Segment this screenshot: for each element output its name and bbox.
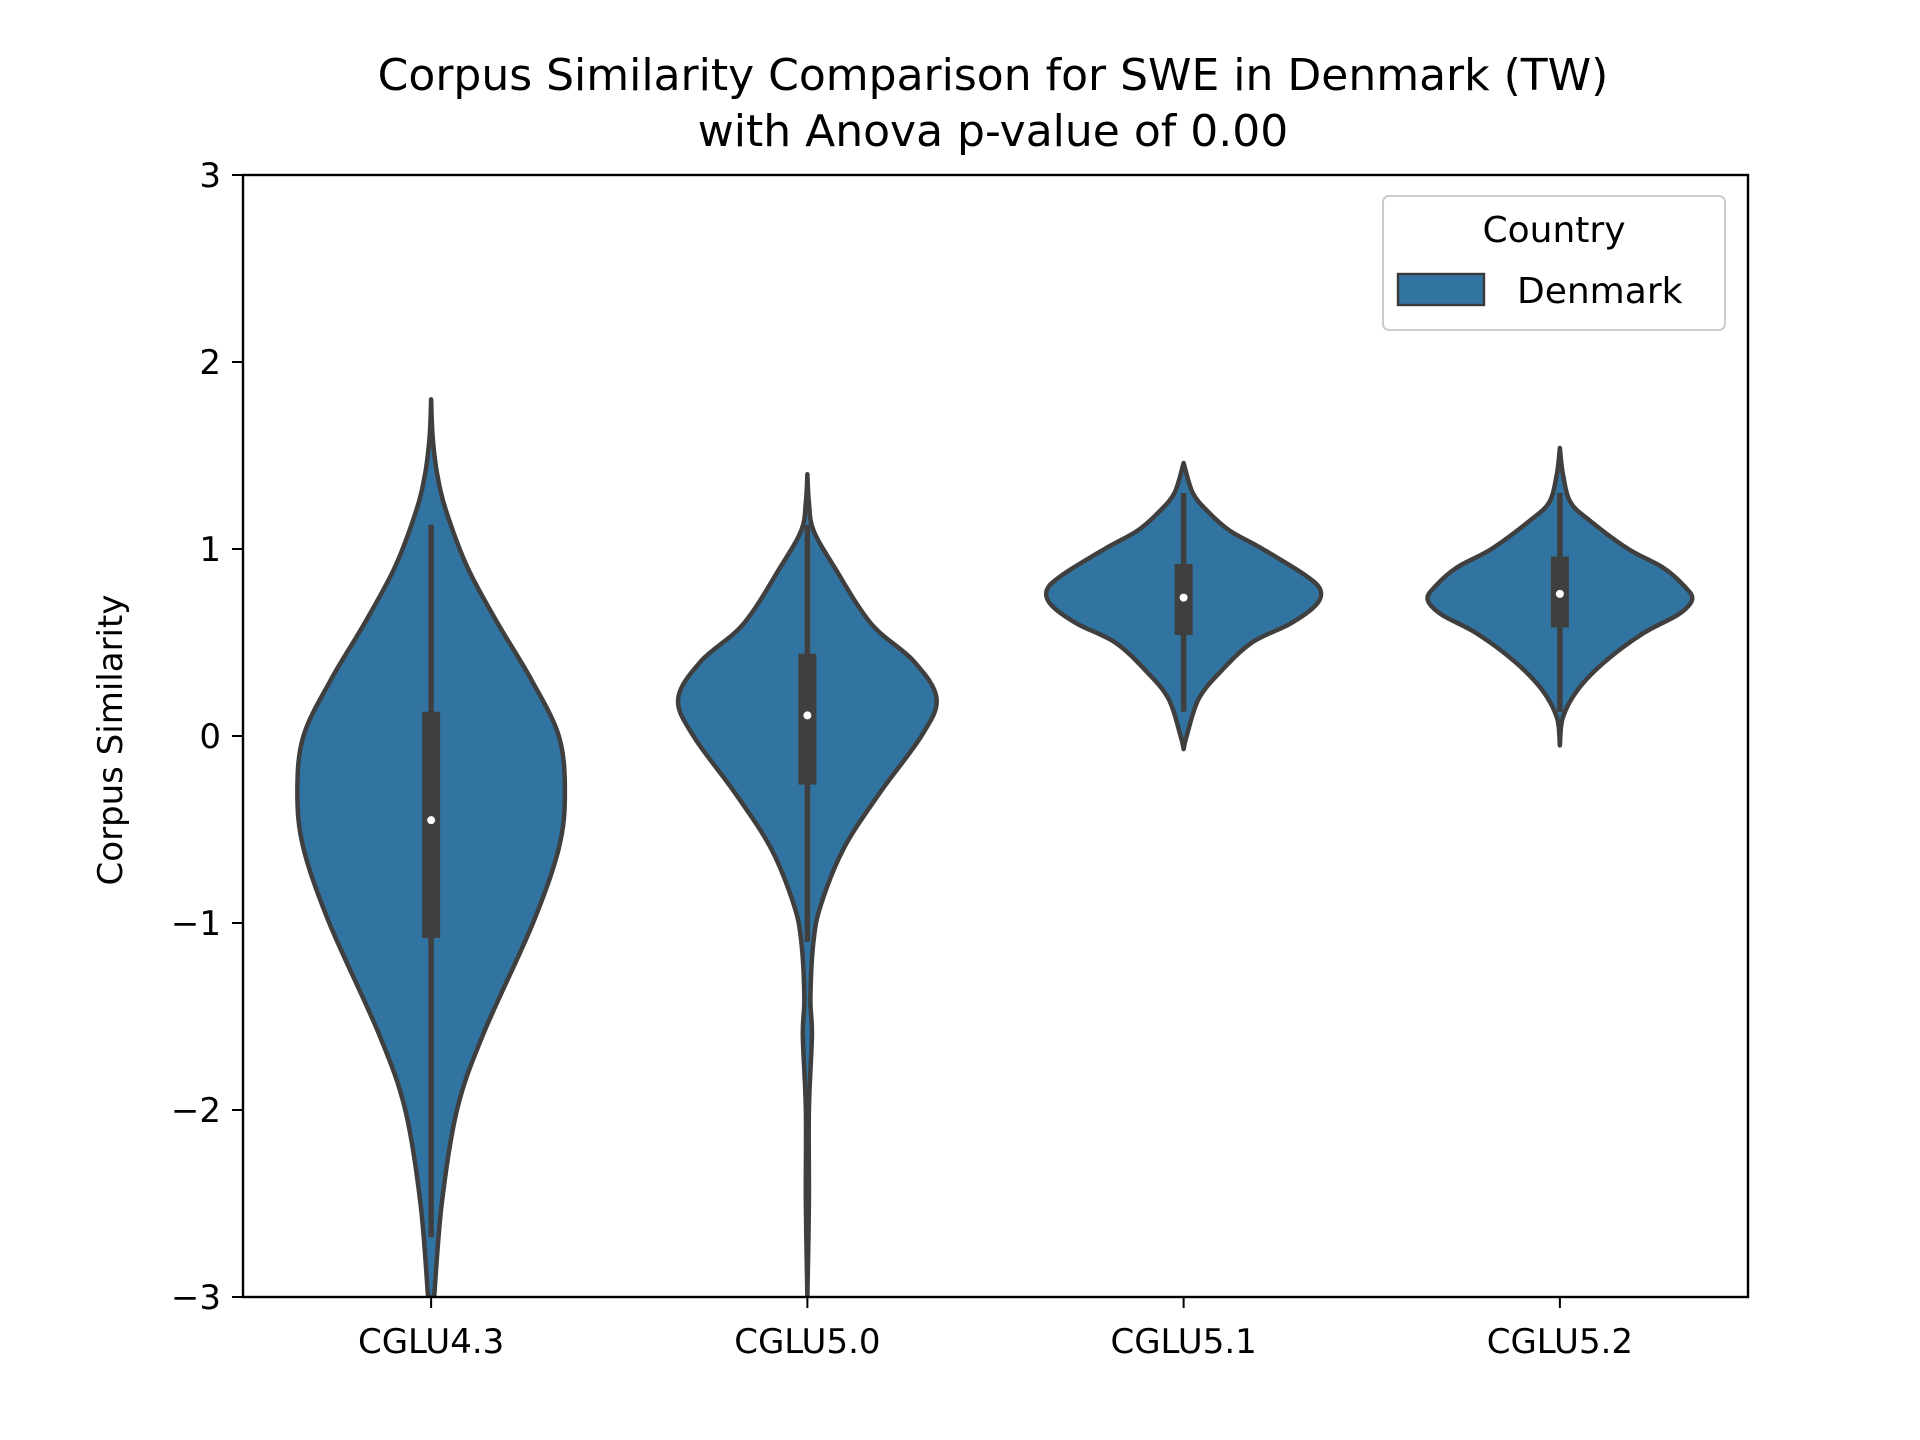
legend: Country Denmark (1382, 195, 1726, 331)
axis-ticks: 3 2 1 0 −1 −2 −3 CGLU4.3 CGLU5.0 CGLU5.1 CGLU5.2 (171, 156, 1633, 1362)
median-point (427, 816, 436, 825)
y-tick-label: 0 (199, 717, 221, 757)
x-tick-label: CGLU4.3 (358, 1322, 504, 1362)
violin-cglu5-0 (675, 471, 939, 1297)
plot-area (295, 397, 1695, 1297)
median-point (803, 711, 812, 720)
y-tick-label: −1 (171, 904, 221, 944)
y-tick-label: −3 (171, 1278, 221, 1318)
violin-cglu5-1 (1043, 460, 1324, 752)
iqr-box (422, 711, 441, 938)
violin-cglu5-2 (1425, 445, 1695, 748)
y-tick-label: −2 (171, 1091, 221, 1131)
y-tick-label: 2 (199, 343, 221, 383)
legend-entry-denmark: Denmark (1517, 271, 1683, 312)
legend-title: Country (1482, 210, 1625, 251)
median-point (1179, 593, 1188, 602)
legend-swatch-denmark (1396, 272, 1486, 307)
x-tick-label: CGLU5.1 (1110, 1322, 1256, 1362)
y-axis-label: Corpus Similarity (91, 595, 131, 886)
chart-subtitle: with Anova p-value of 0.00 (698, 106, 1288, 157)
median-point (1555, 589, 1564, 598)
violin-cglu4-3 (295, 397, 568, 1297)
y-tick-label: 1 (199, 530, 221, 570)
chart-title: Corpus Similarity Comparison for SWE in … (378, 50, 1609, 101)
y-tick-label: 3 (199, 156, 221, 196)
x-tick-label: CGLU5.0 (734, 1322, 880, 1362)
x-tick-label: CGLU5.2 (1487, 1322, 1633, 1362)
